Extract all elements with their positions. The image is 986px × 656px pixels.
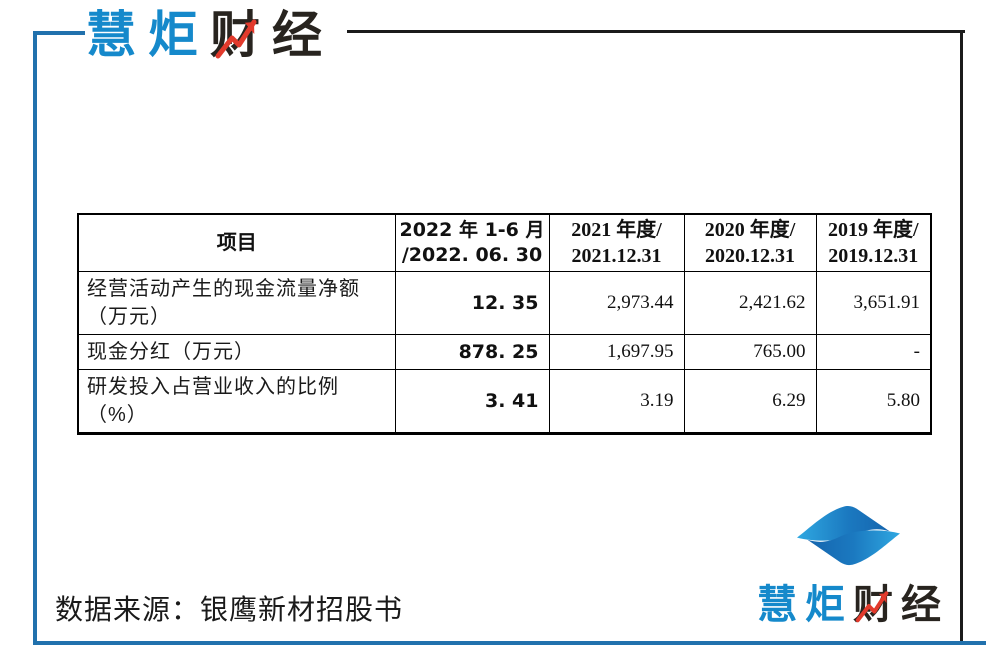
row-label: 现金分红（万元） <box>77 334 396 370</box>
frame-blue-bottom-line <box>33 641 986 645</box>
cell-2021: 3.19 <box>548 369 685 434</box>
header-cell-2022: 2022 年 1-6 月 /2022. 06. 30 <box>394 213 550 272</box>
table-row-rd-ratio: 研发投入占营业收入的比例（%） 3. 41 3.19 6.29 5.80 <box>77 369 932 434</box>
header-line: 2020.12.31 <box>705 245 795 267</box>
brand-name-blue: 慧炬 <box>86 7 210 63</box>
header-cell-2021: 2021 年度/ 2021.12.31 <box>548 213 685 272</box>
cell-2020: 2,421.62 <box>683 271 817 335</box>
header-cell-2019: 2019 年度/ 2019.12.31 <box>815 213 932 272</box>
brand-wave-logo-icon <box>797 505 900 566</box>
brand-logo-bottom: 慧炬财经 <box>757 582 949 630</box>
header-line: 2021.12.31 <box>571 245 662 267</box>
frame-blue-top-segment <box>33 31 85 35</box>
cell-2019: 5.80 <box>815 369 932 434</box>
brand-logo-top: 慧炬财经 <box>86 6 334 66</box>
cell-2020: 6.29 <box>683 369 817 434</box>
header-line: 项目 <box>216 232 257 254</box>
cell-2019: - <box>815 334 932 370</box>
financial-table: 项目 2022 年 1-6 月 /2022. 06. 30 2021 年度/ 2… <box>77 213 932 435</box>
table-row-cash-dividend: 现金分红（万元） 878. 25 1,697.95 765.00 - <box>77 334 932 370</box>
header-line: 2019 年度/ <box>827 219 919 241</box>
frame-blue-left-line <box>33 31 37 644</box>
trend-arrow-icon <box>215 19 257 59</box>
header-cell-2020: 2020 年度/ 2020.12.31 <box>683 213 817 272</box>
cell-2022: 12. 35 <box>394 271 550 335</box>
header-cell-item: 项目 <box>77 213 396 272</box>
table-header-row: 项目 2022 年 1-6 月 /2022. 06. 30 2021 年度/ 2… <box>77 213 932 272</box>
data-source-text: 数据来源：银鹰新材招股书 <box>55 594 404 625</box>
header-line: /2022. 06. 30 <box>401 244 543 266</box>
row-label: 研发投入占营业收入的比例（%） <box>77 369 396 434</box>
brand-name-blue: 慧炬 <box>757 583 853 627</box>
header-line: 2021 年度/ <box>571 219 662 241</box>
header-line: 2019.12.31 <box>828 245 919 267</box>
frame-black-right-line <box>960 30 963 641</box>
brand-name-dark: 财经 <box>210 7 334 63</box>
cell-2021: 2,973.44 <box>548 271 685 335</box>
cell-2022: 878. 25 <box>394 334 550 370</box>
header-line: 2022 年 1-6 月 <box>399 219 545 242</box>
frame-black-top-line <box>347 30 965 33</box>
header-line: 2020 年度/ <box>704 219 796 241</box>
cell-2022: 3. 41 <box>394 369 550 434</box>
cell-2021: 1,697.95 <box>548 334 685 370</box>
table-row-operating-cashflow: 经营活动产生的现金流量净额（万元） 12. 35 2,973.44 2,421.… <box>77 271 932 335</box>
cell-2019: 3,651.91 <box>815 271 932 335</box>
row-label: 经营活动产生的现金流量净额（万元） <box>77 271 396 335</box>
trend-arrow-icon <box>855 591 889 623</box>
cell-2020: 765.00 <box>683 334 817 370</box>
